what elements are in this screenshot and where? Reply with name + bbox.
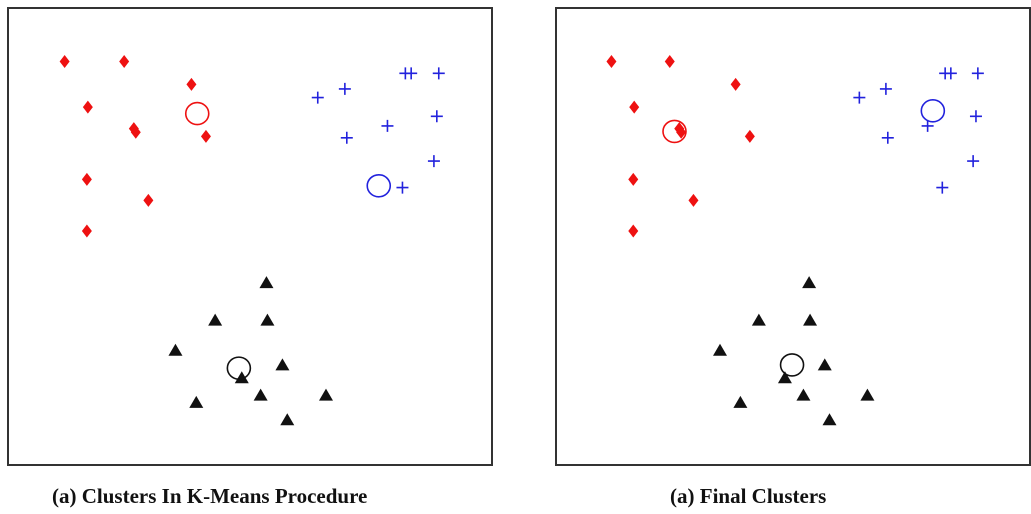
plot-frame [555, 7, 1031, 466]
plus-point [936, 181, 949, 194]
triangle-point [318, 388, 333, 401]
plus-point [853, 91, 866, 104]
centroid-circle [184, 101, 210, 126]
diamond-point [664, 54, 675, 68]
triangle-point [275, 358, 290, 371]
plus-point [921, 119, 934, 132]
triangle-point [234, 371, 249, 384]
right-plot-caption: (a) Final Clusters [670, 484, 827, 508]
triangle-point [751, 313, 766, 326]
plus-point [879, 82, 892, 95]
centroid-circle [779, 353, 805, 377]
plot-frame [7, 7, 493, 466]
triangle-point [168, 343, 183, 356]
diamond-point [143, 193, 154, 207]
triangle-point [280, 413, 295, 426]
diamond-point [130, 125, 141, 139]
diamond-point [59, 54, 70, 68]
triangle-point [733, 395, 748, 408]
triangle-point [822, 413, 837, 426]
diamond-point [628, 172, 639, 186]
left-plot-caption: (a) Clusters In K-Means Procedure [52, 484, 368, 508]
triangle-point [189, 395, 204, 408]
triangle-point [796, 388, 811, 401]
plus-point [381, 119, 394, 132]
diamond-point [730, 77, 741, 91]
centroid-circle [366, 173, 392, 198]
plus-point [969, 110, 982, 123]
plus-point [396, 181, 409, 194]
centroid-circle [226, 356, 252, 380]
diamond-point [628, 224, 639, 238]
plus-point [430, 110, 443, 123]
plus-point [971, 67, 984, 80]
plus-point [944, 67, 957, 80]
plus-point [405, 67, 418, 80]
centroid-circle [662, 119, 687, 144]
plus-point [427, 155, 440, 168]
left-scatter-plot [7, 7, 493, 466]
triangle-point [803, 313, 818, 326]
diamond-point [629, 100, 640, 114]
diamond-point [119, 54, 130, 68]
plus-point [338, 82, 351, 95]
diamond-point [688, 193, 699, 207]
triangle-point [208, 313, 223, 326]
triangle-point [713, 343, 728, 356]
diamond-point [82, 100, 93, 114]
diamond-point [186, 77, 197, 91]
triangle-point [253, 388, 268, 401]
right-scatter-plot [555, 7, 1031, 466]
triangle-point [860, 388, 875, 401]
plus-point [311, 91, 324, 104]
centroid-circle [920, 99, 946, 123]
diamond-point [81, 224, 92, 238]
plus-point [432, 67, 445, 80]
plus-point [340, 131, 353, 144]
triangle-point [777, 371, 792, 384]
plus-point [967, 155, 980, 168]
triangle-point [802, 276, 817, 289]
diamond-point [81, 172, 92, 186]
plus-point [881, 131, 894, 144]
triangle-point [260, 313, 275, 326]
diamond-point [200, 129, 211, 143]
diamond-point [676, 125, 687, 139]
diamond-point [606, 54, 617, 68]
diamond-point [744, 129, 755, 143]
triangle-point [259, 276, 274, 289]
triangle-point [817, 358, 832, 371]
